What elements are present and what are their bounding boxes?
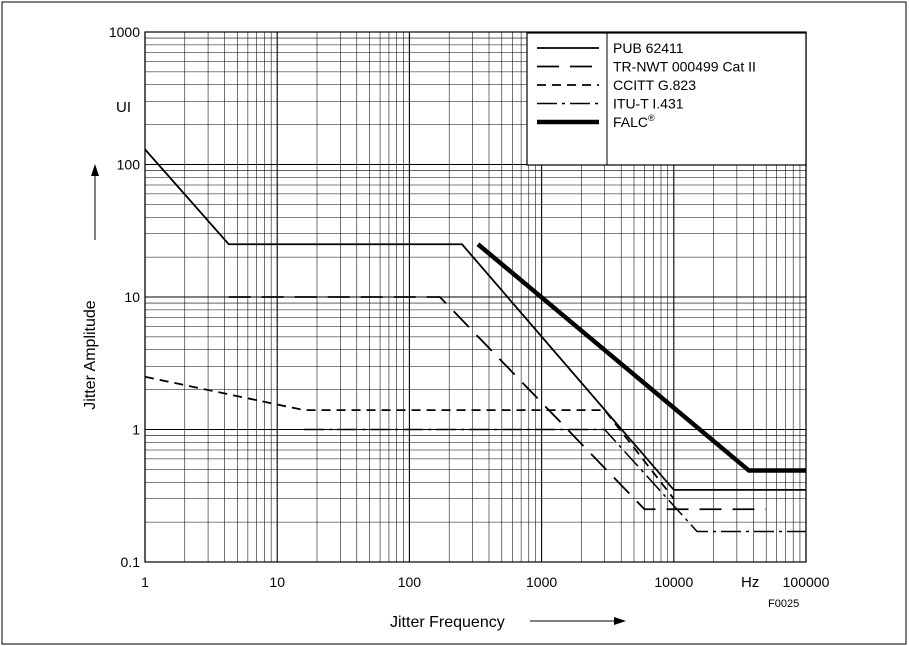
series-line-ccitt-g-823 [144,375,675,500]
series-line-itu-t-i-431 [304,428,806,533]
y-unit-label: UI [116,99,131,116]
series-line-tr-nwt-000499-cat-ii [228,296,767,511]
x-tick-label: 1 [141,574,149,590]
y-tick-label: 1000 [109,24,140,40]
legend-label-falc: FALC® [613,113,655,130]
legend-label-ccitt-g-823: CCITT G.823 [613,77,696,93]
legend: PUB 62411 TR-NWT 000499 Cat II CCITT G.823… [526,32,807,166]
legend-label-itu-t-i-431: ITU-T I.431 [613,96,684,112]
figure-id-label: F0025 [768,598,799,610]
series-line-pub-62411 [144,148,806,491]
y-tick-label: 0.1 [121,554,141,570]
legend-label-tr-nwt-000499-cat-ii: TR-NWT 000499 Cat II [613,59,756,75]
y-tick-label: 100 [117,157,141,173]
x-tick-label: 100000 [783,574,830,590]
x-tick-label: 100 [398,574,422,590]
y-tick-labels: 0.1 1 10 100 1000 [109,24,140,570]
y-axis-arrow [91,164,99,240]
x-tick-label: 10 [269,574,285,590]
x-tick-labels: 1 10 100 1000 10000 100000 [141,574,829,590]
legend-box [526,32,807,166]
y-tick-label: 1 [132,422,140,438]
x-axis-arrow [530,617,626,625]
plot-area [144,31,807,563]
legend-label-pub-62411: PUB 62411 [613,40,684,56]
x-tick-label: 1000 [526,574,557,590]
x-tick-label: 10000 [654,574,693,590]
series-line-falc [476,242,806,473]
series-layer [144,148,806,533]
y-axis-title: Jitter Amplitude [82,300,99,409]
y-tick-label: 10 [124,289,140,305]
x-axis-title: Jitter Frequency [390,614,505,631]
x-unit-label: Hz [741,574,759,591]
